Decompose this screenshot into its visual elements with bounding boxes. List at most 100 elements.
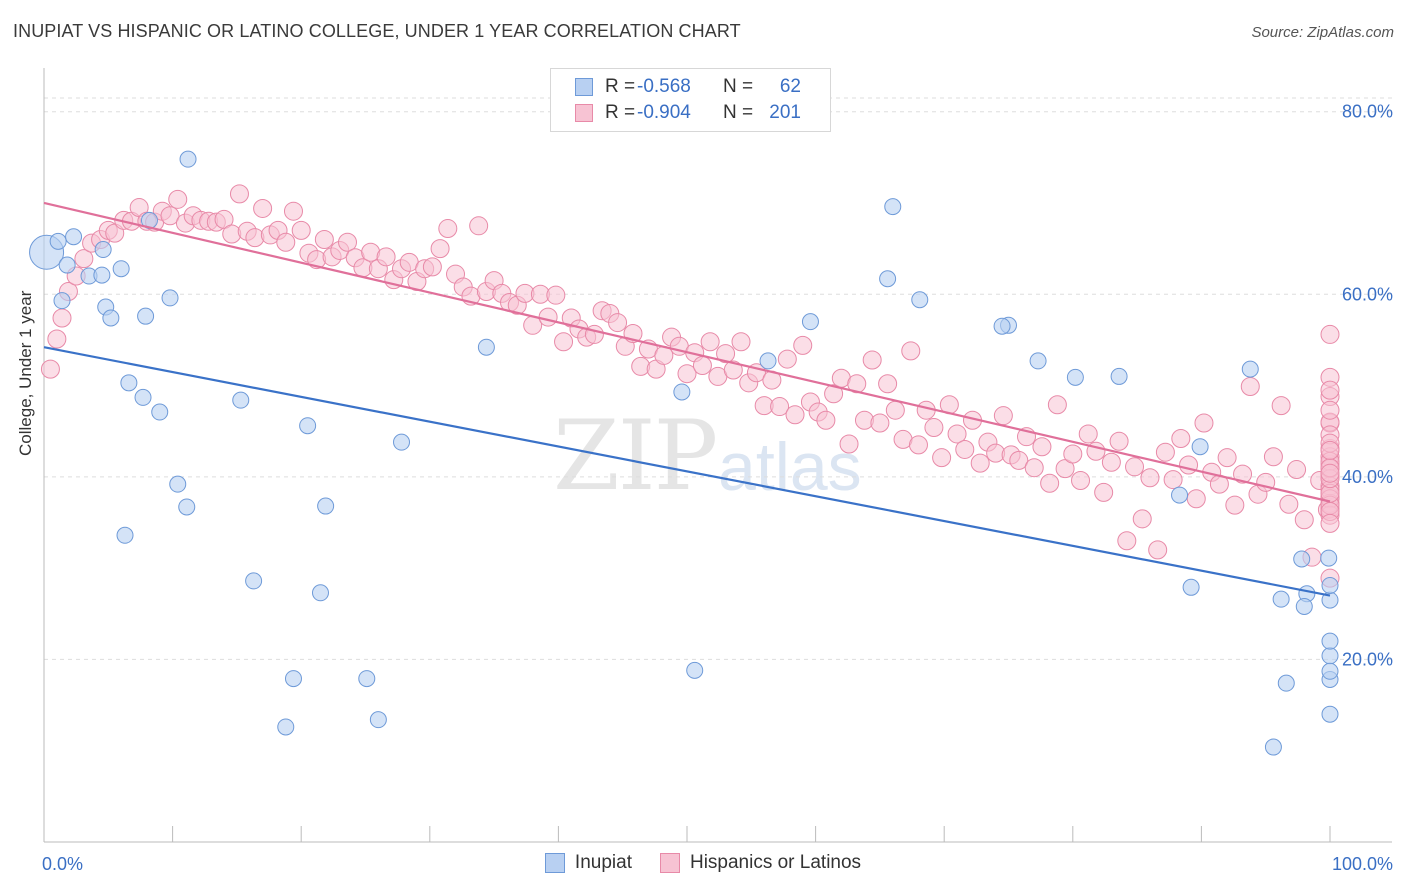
inupiat-points [29,150,1339,756]
hispanic-point [970,453,990,473]
hispanic-point [608,313,628,333]
hispanic-point [430,239,450,259]
hispanic-point [1263,447,1283,467]
hispanic-point [1132,509,1152,529]
hispanic-point [1171,429,1191,449]
hispanic-point [438,219,458,239]
inupiat-point [759,352,777,370]
hispanic-point [854,410,874,430]
axes [43,68,1392,843]
inupiat-point [161,289,179,307]
hispanic-point [692,355,712,375]
chart-title: INUPIAT VS HISPANIC OR LATINO COLLEGE, U… [13,21,741,41]
hispanic-point [222,224,242,244]
hispanic-point [1155,442,1175,462]
series-legend: Inupiat Hispanics or Latinos [0,852,1406,874]
hispanic-point [885,400,905,420]
legend-item-inupiat[interactable]: Inupiat [544,852,632,874]
hispanic-point [1163,470,1183,490]
inupiat-swatch [544,853,565,873]
inupiat-point [299,417,317,435]
hispanic-point [955,439,975,459]
legend-row-inupiat: R = -0.568 N = 62 [575,75,801,99]
hispanic-point [1071,470,1091,490]
hispanic-point [314,229,334,249]
inupiat-point [1066,368,1084,386]
legend-item-hispanic[interactable]: Hispanics or Latinos [659,852,861,874]
inupiat-point [134,388,152,406]
y-tick-label: 20.0% [1342,649,1393,669]
hispanic-point [1225,495,1245,515]
hispanic-point [924,418,944,438]
hispanic-point [1179,455,1199,475]
hispanic-point [1320,463,1340,483]
hispanic-point [1047,395,1067,415]
inupiat-point [1272,590,1290,608]
hispanic-point [1194,413,1214,433]
inupiat-point [1171,486,1189,504]
r-value: -0.904 [637,102,691,123]
inupiat-point [1295,597,1313,615]
inupiat-point [112,260,130,278]
inupiat-point [93,266,111,284]
legend-row-hispanic: R = -0.904 N = 201 [575,101,801,125]
hispanic-point [947,424,967,444]
legend-label-inupiat: Inupiat [574,852,632,873]
hispanic-points [40,184,1340,588]
hispanic-point [1320,513,1340,533]
y-axis-label: College, Under 1 year [16,290,35,456]
hispanic-point [584,324,604,344]
inupiat-point [311,584,329,602]
hispanic-point [993,406,1013,426]
hispanic-point [160,206,180,226]
inupiat-point [1293,550,1311,568]
hispanic-point [229,184,249,204]
hispanic-point [168,189,188,209]
inupiat-point [116,526,134,544]
hispanic-point [901,341,921,361]
n-value: 62 [779,76,801,97]
hispanic-swatch [575,104,593,122]
n-label: N = [723,76,754,97]
inupiat-point [317,497,335,515]
inupiat-point [53,292,71,310]
inupiat-point [1182,578,1200,596]
inupiat-point [673,383,691,401]
hispanic-point [40,359,60,379]
hispanic-point [839,434,859,454]
inupiat-point [879,270,897,288]
hispanic-point [1294,510,1314,530]
hispanic-point [283,201,303,221]
hispanic-point [422,257,442,277]
inupiat-point [1029,352,1047,370]
y-tick-label: 80.0% [1342,102,1393,122]
inupiat-point [1321,647,1339,665]
hispanic-point [1320,400,1340,420]
tick-labels: 20.0% 40.0% 60.0% 80.0% 0.0% 100.0% [42,102,1393,874]
inupiat-point [884,198,902,216]
hispanic-point [1186,489,1206,509]
r-label: R = [605,102,636,123]
hispanic-point [74,249,94,269]
r-label: R = [605,76,636,97]
hispanic-point [1140,468,1160,488]
inupiat-point [179,150,197,168]
hispanic-point [1009,450,1029,470]
y-tick-label: 60.0% [1342,284,1393,304]
inupiat-point [245,572,263,590]
inupiat-point [358,670,376,688]
inupiat-point [1321,705,1339,723]
hispanic-point [816,410,836,430]
inupiat-point [58,256,76,274]
hispanic-point [1117,531,1137,551]
inupiat-point [1264,738,1282,756]
inupiat-swatch [575,78,593,96]
inupiat-point [49,232,67,250]
hispanic-point [878,374,898,394]
hispanic-point [1287,460,1307,480]
hispanic-point [1109,431,1129,451]
hispanic-point [554,332,574,352]
inupiat-trend-line [43,346,1331,597]
inupiat-point [94,241,112,259]
hispanic-point [376,247,396,267]
